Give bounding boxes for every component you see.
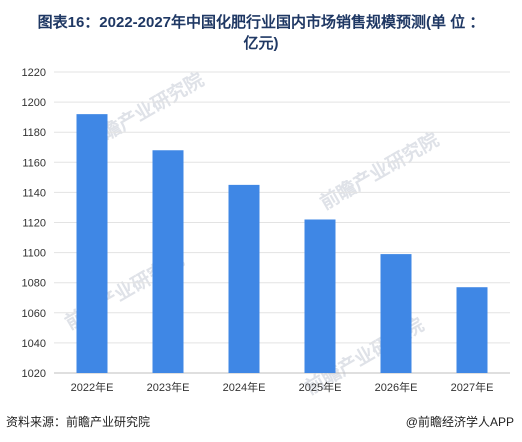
y-tick-label: 1140 [22,187,46,199]
bar-2026年E [380,254,412,373]
y-tick-label: 1040 [22,338,46,350]
bar-2025年E [304,219,336,373]
source-note: 资料来源：前瞻产业研究院 [6,415,151,429]
y-tick-label: 1220 [22,67,46,79]
bar-2023年E [152,150,184,373]
y-tick-label: 1020 [22,368,46,380]
watermark-text: 前瞻产业研究院 [316,128,443,214]
x-tick-label: 2027年E [451,380,494,394]
y-tick-label: 1060 [22,308,46,320]
bar-2024年E [228,184,260,373]
footer: 资料来源：前瞻产业研究院 @前瞻经济学人APP [0,413,522,433]
y-tick-label: 1200 [22,97,46,109]
x-tick-label: 2022年E [71,380,114,394]
chart-title-line2: 亿元) [243,35,279,52]
y-tick-label: 1160 [22,157,46,169]
x-tick-label: 2023年E [147,380,190,394]
chart-title-line1: 图表16：2022-2027年中国化肥行业国内市场销售规模预测(单 位 ： [37,14,485,31]
x-axis: 2022年E 2023年E 2024年E 2025年E 2026年E 2027年E [71,380,494,394]
x-tick-label: 2024年E [223,380,266,394]
y-tick-label: 1180 [22,127,46,139]
y-tick-label: 1080 [22,278,46,290]
y-tick-label: 1100 [22,248,46,260]
bar-2027年E [456,287,488,373]
chart-title: 图表16：2022-2027年中国化肥行业国内市场销售规模预测(单 位 ： 亿元… [0,12,522,54]
grid-layer [54,71,510,374]
y-axis: 1020 1040 1060 1080 1100 1120 1140 1160 1180 1200… [22,67,46,380]
app-credit: @前瞻经济学人APP [405,415,514,429]
bar-2022年E [76,114,108,373]
y-tick-label: 1120 [22,218,46,230]
x-tick-label: 2026年E [375,380,418,394]
bars-layer [76,114,488,373]
x-tick-label: 2025年E [299,380,342,394]
